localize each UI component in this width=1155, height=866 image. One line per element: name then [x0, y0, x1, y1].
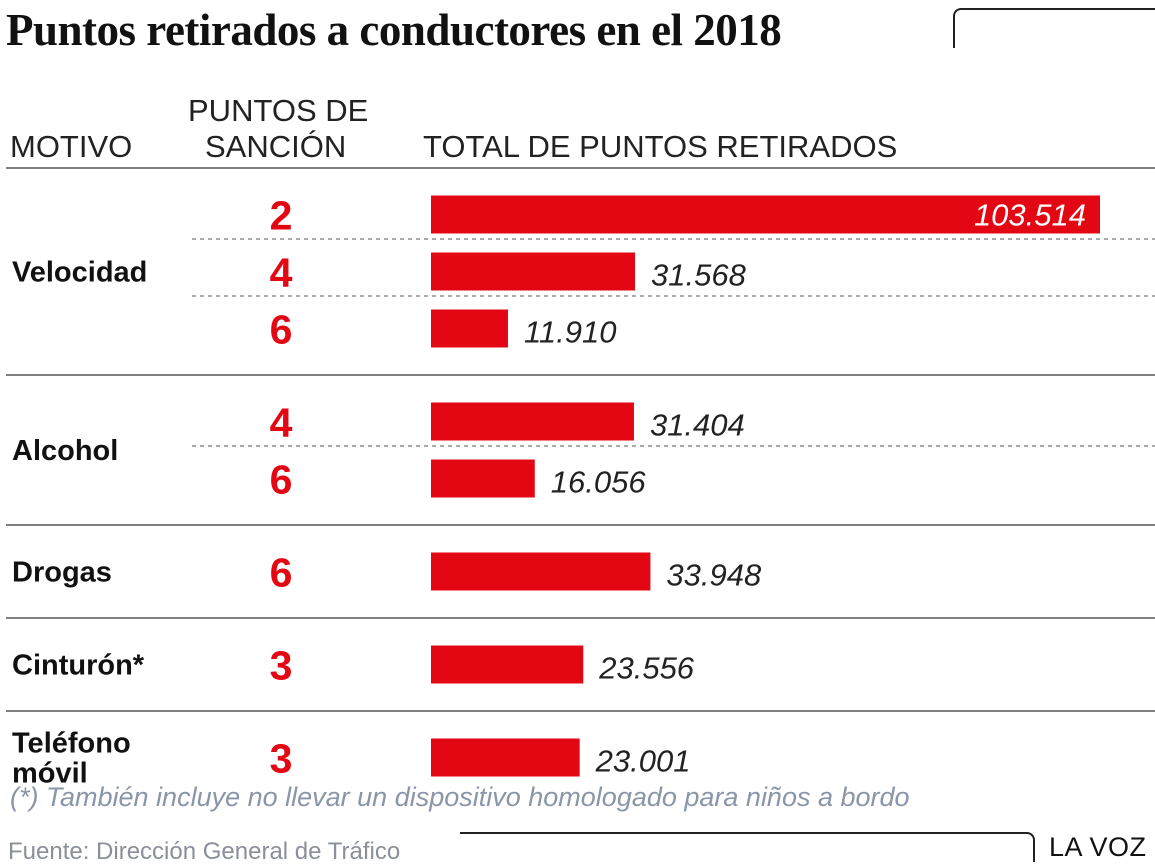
bar-value-label: 23.001 [595, 744, 691, 779]
bar-value-label: 23.556 [598, 651, 695, 686]
header-puntos-line2: SANCIÓN [205, 129, 347, 164]
chart-title: Puntos retirados a conductores en el 201… [6, 5, 782, 55]
puntos-value: 4 [270, 250, 293, 296]
puntos-value: 6 [270, 457, 293, 503]
motivo-label: móvil [12, 758, 88, 790]
bar-value-label: 31.404 [650, 408, 745, 443]
bar [431, 552, 651, 591]
puntos-value: 6 [270, 307, 293, 353]
bar-value-label: 31.568 [651, 258, 747, 293]
title-decorative-rule [953, 8, 1155, 48]
bar-value-label: 103.514 [974, 198, 1086, 233]
footer-decorative-rule [460, 832, 1035, 862]
header-motivo: MOTIVO [10, 129, 133, 164]
footnote: (*) También incluye no llevar un disposi… [10, 782, 910, 812]
source-credit: Fuente: Dirección General de Tráfico [8, 838, 401, 865]
puntos-value: 2 [270, 193, 293, 239]
header-puntos-line1: PUNTOS DE [188, 93, 369, 128]
puntos-value: 3 [270, 643, 293, 689]
bar [431, 459, 535, 498]
motivo-label: Alcohol [12, 435, 118, 467]
bar [431, 195, 1100, 234]
puntos-value: 6 [270, 550, 293, 596]
header-puntos-de-sancion: PUNTOS DE SANCIÓN [188, 93, 368, 165]
header-total-puntos: TOTAL DE PUNTOS RETIRADOS [423, 129, 898, 164]
puntos-value: 3 [270, 736, 293, 782]
motivo-label: Teléfono [12, 728, 131, 760]
bar [431, 402, 634, 441]
bar [431, 309, 508, 348]
motivo-label: Cinturón* [12, 650, 145, 682]
puntos-value: 4 [270, 400, 293, 446]
bar [431, 645, 584, 684]
bar-value-label: 11.910 [524, 315, 617, 350]
bar-value-label: 16.056 [551, 465, 647, 500]
bar-value-label: 33.948 [666, 558, 762, 593]
motivo-label: Drogas [12, 557, 112, 589]
bar [431, 252, 636, 291]
bar [431, 738, 580, 777]
motivo-label: Velocidad [12, 257, 147, 289]
brand-logo-text: LA VOZ [1049, 832, 1147, 862]
